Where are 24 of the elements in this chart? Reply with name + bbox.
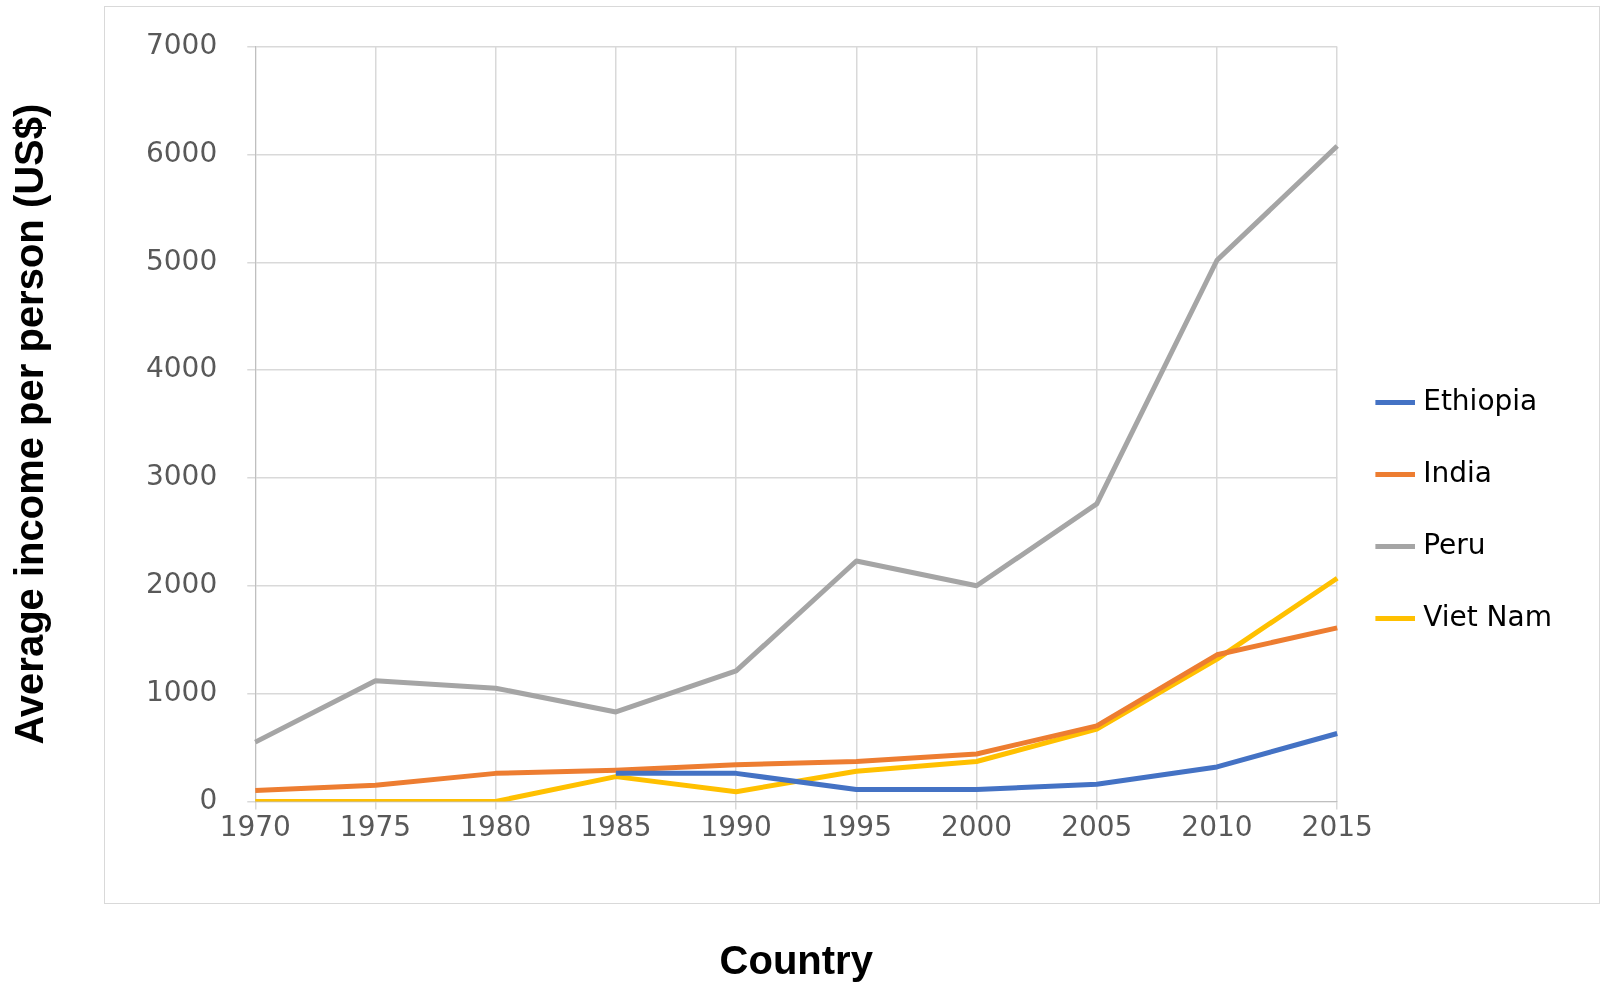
y-tick-label: 2000 <box>145 567 218 601</box>
x-tick-label: 2010 <box>1181 810 1253 844</box>
x-tick-label: 2000 <box>940 810 1013 844</box>
legend-label: Ethiopia <box>1423 383 1538 417</box>
legend-label: Viet Nam <box>1423 599 1553 633</box>
legend-label: Peru <box>1423 527 1486 561</box>
y-tick-label: 3000 <box>145 459 218 493</box>
x-tick-label: 1970 <box>219 810 291 844</box>
x-tick-label: 1975 <box>339 810 412 844</box>
y-tick-label: 7000 <box>145 28 218 62</box>
legend-label: India <box>1423 455 1492 489</box>
x-tick-label: 2015 <box>1301 810 1373 844</box>
x-tick-label: 1995 <box>820 810 892 844</box>
y-tick-label: 5000 <box>145 243 218 277</box>
y-tick-label: 6000 <box>145 135 218 169</box>
x-tick-label: 2005 <box>1061 810 1133 844</box>
x-tick-label: 1980 <box>460 810 532 844</box>
y-tick-label: 1000 <box>145 674 218 708</box>
x-tick-label: 1985 <box>580 810 652 844</box>
x-tick-label: 1990 <box>700 810 772 844</box>
y-axis-title: Average income per person (US$) <box>7 103 52 745</box>
x-axis-title: Country <box>719 938 874 983</box>
y-tick-label: 0 <box>199 782 218 816</box>
y-tick-label: 4000 <box>145 351 218 385</box>
